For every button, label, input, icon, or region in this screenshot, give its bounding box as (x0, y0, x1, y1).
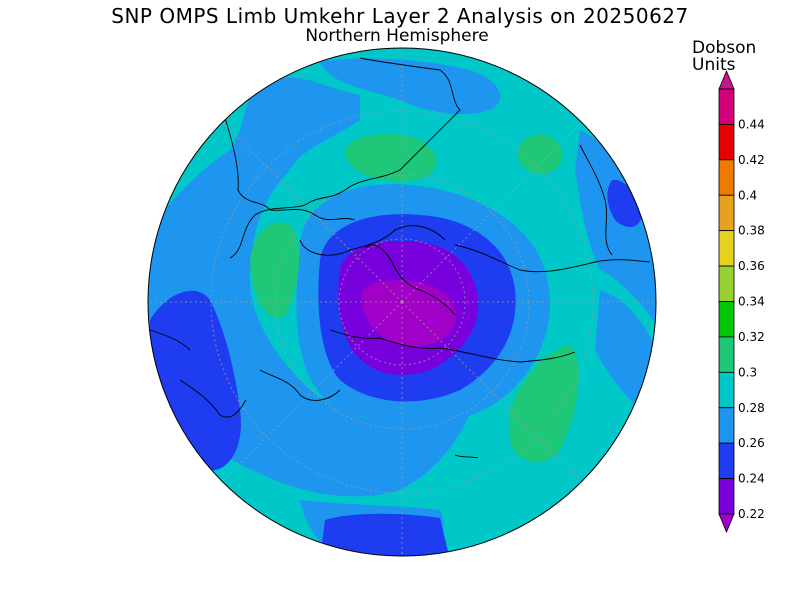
ozone-field (148, 48, 656, 556)
field-band-0.24-south (320, 513, 450, 556)
legend-swatch (718, 442, 735, 479)
field-band-0.30-b (517, 134, 563, 174)
legend-swatch (718, 230, 735, 267)
field-band-0.30-c (250, 222, 300, 318)
legend-swatch (718, 159, 735, 196)
legend-tick-label: 0.26 (738, 436, 765, 450)
legend-swatch (718, 194, 735, 232)
legend-above-max (718, 69, 735, 90)
legend-tick-label: 0.4 (738, 188, 757, 202)
legend-swatch (718, 124, 735, 161)
field-band-0.26-north (320, 58, 501, 115)
legend-title: Dobson Units (692, 40, 756, 74)
field-band-0.30-a (345, 133, 437, 182)
map-title: SNP OMPS Limb Umkehr Layer 2 Analysis on… (111, 4, 689, 28)
legend-swatch (718, 301, 735, 338)
field-band-0.26-east (575, 130, 656, 330)
legend-tick-label: 0.32 (738, 330, 765, 344)
legend-swatch (718, 88, 735, 125)
legend-swatch (718, 371, 735, 409)
legend-tick-label: 0.22 (738, 507, 765, 521)
graticule (148, 48, 656, 556)
legend-tick-label: 0.3 (738, 365, 757, 379)
legend-title-line2: Units (692, 55, 736, 75)
legend-tick-label: 0.44 (738, 117, 765, 131)
field-band-0.24-east (607, 179, 642, 227)
legend-below-min (718, 513, 735, 534)
legend-swatch (718, 336, 735, 373)
field-band-0.30-d (510, 345, 579, 463)
coastlines (149, 57, 651, 459)
legend-tick-label: 0.38 (738, 224, 765, 238)
legend-title-line1: Dobson (692, 38, 757, 58)
map-boundary (147, 47, 657, 557)
legend-tick-label: 0.36 (738, 259, 765, 273)
map-subtitle: Northern Hemisphere (305, 26, 489, 46)
legend-tick-label: 0.24 (738, 472, 765, 486)
legend-swatch (718, 407, 735, 444)
legend-swatch (718, 265, 735, 302)
legend-tick-label: 0.42 (738, 153, 765, 167)
legend-tick-label: 0.34 (738, 295, 765, 309)
legend-tick-label: 0.28 (738, 401, 765, 415)
legend-swatch (718, 478, 735, 515)
field-band-below-0.22 (361, 280, 456, 347)
